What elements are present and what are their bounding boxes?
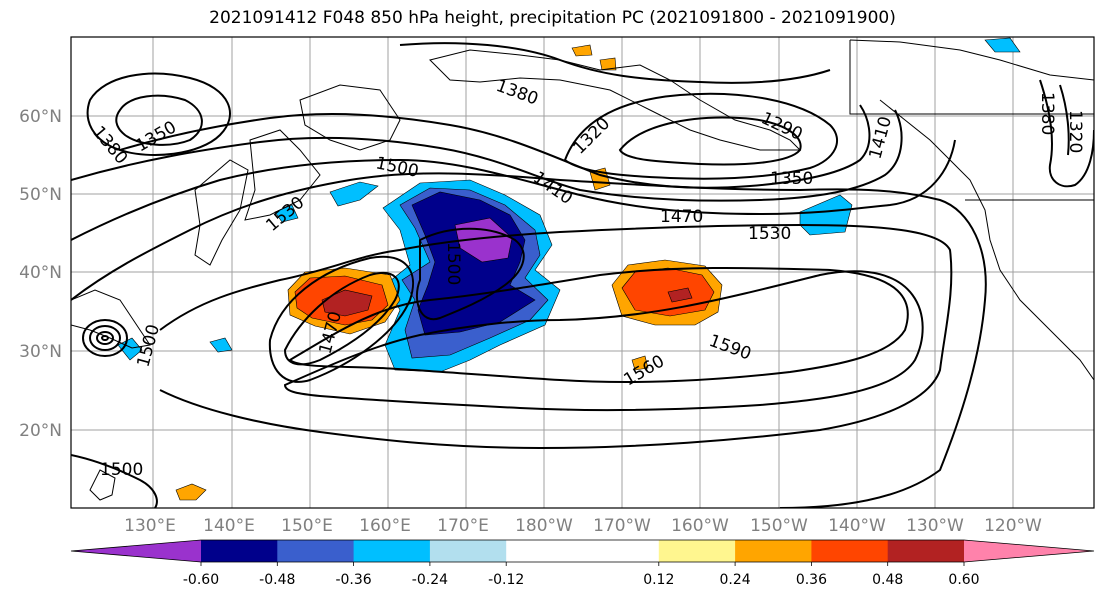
small-cell-4 — [209, 337, 233, 353]
contour-1500-west — [268, 255, 415, 383]
contour-label: 1290 — [758, 108, 806, 144]
contour-label: 1410 — [866, 114, 897, 161]
colorbar-tick-label: -0.36 — [335, 572, 371, 588]
colorbar-tick-label: -0.48 — [259, 572, 295, 588]
contour-1380-nw — [86, 72, 231, 156]
lat-label: 20°N — [19, 421, 62, 441]
contour-label: 1530 — [748, 224, 791, 244]
longitude-axis: 130°E 140°E 150°E 160°E 170°E 180°W 170°… — [124, 516, 1042, 536]
lat-label: 30°N — [19, 342, 62, 362]
lon-label: 170°W — [593, 516, 651, 536]
small-cell-10 — [984, 37, 1021, 53]
colorbar-tick-label: 0.60 — [948, 572, 979, 588]
contour-label: 1380 — [493, 76, 540, 110]
colorbar-segment — [506, 540, 583, 562]
contour-label: 1320 — [1065, 110, 1085, 153]
contour-1500 — [71, 172, 987, 508]
gridlines — [71, 37, 1094, 508]
contour-1530 — [159, 223, 953, 450]
lon-label: 130°W — [906, 516, 964, 536]
colorbar-segment — [735, 540, 812, 562]
contour-1500-ring — [415, 227, 525, 321]
typhoon-ring-2 — [89, 325, 121, 351]
colorbar-segment — [353, 540, 431, 562]
contour-label: 1380 — [88, 122, 131, 168]
contour-label: 1500 — [443, 242, 463, 285]
contour-1320-ne — [1059, 84, 1070, 156]
lat-label: 50°N — [19, 185, 62, 205]
contour-1290-low — [618, 116, 802, 166]
colorbar-segment — [201, 540, 278, 562]
colorbar-extend-min — [71, 540, 201, 562]
colorbar-tick-label: 0.48 — [872, 572, 903, 588]
coastlines — [71, 39, 1094, 501]
lon-label: 150°E — [281, 516, 333, 536]
contour-1590 — [288, 266, 909, 383]
lon-label: 140°E — [203, 516, 255, 536]
contour-1380-n — [399, 42, 831, 84]
contour-label: 1590 — [706, 331, 753, 365]
colorbar-segment — [887, 540, 965, 562]
lon-label: 150°W — [750, 516, 808, 536]
small-cell-2 — [799, 194, 853, 236]
map-title: 2021091412 F048 850 hPa height, precipit… — [209, 8, 896, 28]
lon-label: 160°E — [359, 516, 411, 536]
colorbar-tick-label: 0.12 — [643, 572, 674, 588]
small-cell-1 — [329, 181, 379, 207]
small-cell-9 — [571, 44, 593, 57]
colorbar-segment — [658, 540, 736, 562]
colorbar-tick-label: 0.24 — [720, 572, 751, 588]
colorbar-tick-label: -0.60 — [183, 572, 219, 588]
contour-label: 1500 — [374, 153, 420, 182]
contour-1320-low — [563, 92, 839, 180]
contour-1350-nw — [115, 94, 203, 146]
contour-label: 1500 — [134, 322, 165, 369]
contour-label: 1410 — [529, 168, 576, 209]
lat-label: 40°N — [19, 263, 62, 283]
contour-1500-sw — [71, 454, 158, 508]
map-frame — [70, 36, 1095, 509]
contour-1380-ne — [1039, 79, 1094, 188]
typhoon-ring-3 — [96, 331, 114, 345]
colorbar-tick-label: -0.24 — [412, 572, 448, 588]
lon-label: 140°W — [828, 516, 886, 536]
colorbar-segment — [582, 540, 660, 562]
contour-1560 — [283, 270, 924, 412]
contour-label: 1470 — [660, 207, 703, 227]
contour-label: 1350 — [770, 169, 813, 189]
lon-label: 180°W — [515, 516, 573, 536]
contour-label: 1350 — [133, 117, 180, 156]
contour-label: 1320 — [569, 114, 614, 159]
typhoon-ring-4 — [101, 335, 109, 341]
contour-1470-west — [283, 272, 400, 366]
lon-label: 160°W — [671, 516, 729, 536]
colorbar-segment — [811, 540, 889, 562]
contour-label: 1500 — [100, 460, 143, 480]
lon-label: 170°E — [437, 516, 489, 536]
small-cell-8 — [631, 355, 649, 371]
colorbar-tick-label: -0.12 — [488, 572, 524, 588]
typhoon-ring-1 — [82, 319, 128, 357]
colorbar-extend-max — [964, 540, 1094, 562]
colorbar-segment — [277, 540, 355, 562]
contour-1470 — [71, 139, 956, 241]
colorbar-tick-label: 0.36 — [796, 572, 827, 588]
lon-label: 120°W — [984, 516, 1042, 536]
height-contours — [71, 42, 1094, 508]
lon-label: 130°E — [124, 516, 176, 536]
positive-anomaly-east-peak — [667, 287, 693, 303]
precip-shading — [117, 37, 1021, 501]
positive-anomaly-west-peak — [321, 289, 373, 317]
small-cell-7 — [175, 483, 207, 501]
contour-1410 — [71, 109, 903, 202]
small-cell-11 — [599, 57, 617, 71]
contour-label: 1380 — [1037, 92, 1057, 135]
colorbar: -0.60 -0.48 -0.36 -0.24 -0.12 0.12 0.24 0.36 0.4… — [70, 539, 1095, 588]
lat-label: 60°N — [19, 107, 62, 127]
colorbar-segment — [429, 540, 507, 562]
latitude-axis: 60°N 50°N 40°N 30°N 20°N — [19, 107, 62, 441]
